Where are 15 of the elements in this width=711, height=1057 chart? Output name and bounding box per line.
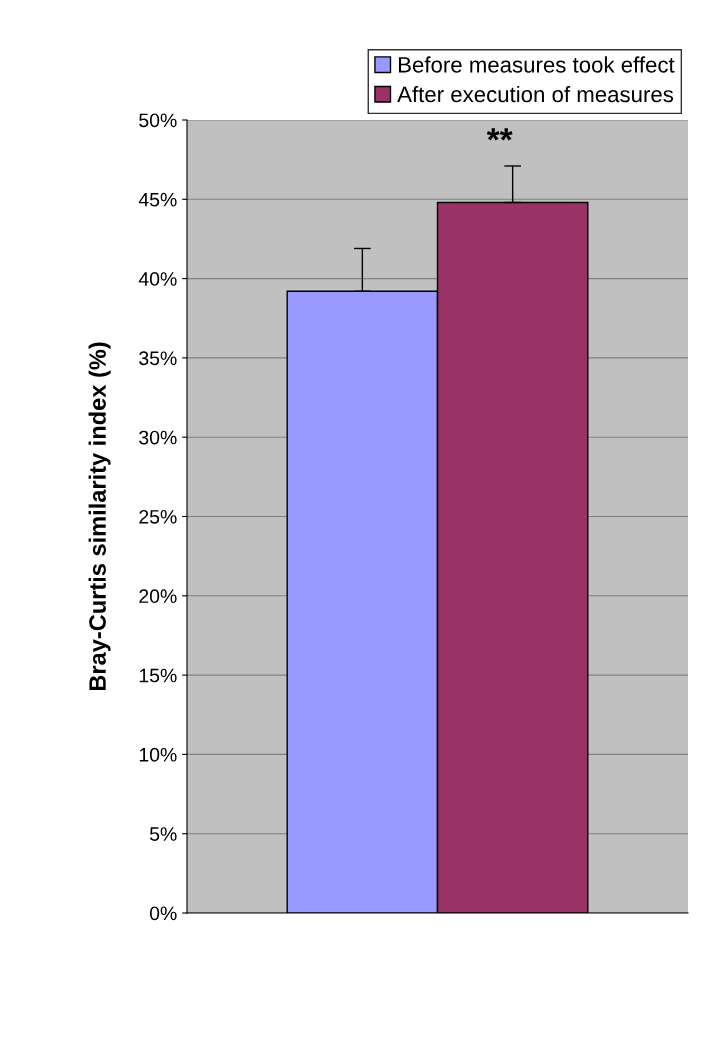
- y-tick-label: 40%: [138, 272, 177, 286]
- y-tick-label: 35%: [139, 351, 177, 366]
- y-tick-label: 5%: [149, 827, 177, 841]
- legend-label: After execution of measures: [397, 85, 674, 103]
- y-tick-label: 0%: [149, 906, 177, 921]
- legend-label: Before measures took effect: [398, 56, 675, 73]
- y-tick-label: 45%: [138, 192, 177, 207]
- y-tick-label: 10%: [139, 747, 177, 762]
- y-tick-label: 50%: [139, 113, 177, 128]
- y-tick-label: 20%: [139, 589, 177, 604]
- y-tick-label: 25%: [139, 509, 177, 524]
- y-axis-title: Bray-Curtis similarity index (%): [88, 342, 111, 691]
- y-tick-label: 30%: [139, 430, 177, 445]
- annotation: **: [486, 128, 513, 141]
- y-tick-label: 15%: [139, 668, 177, 683]
